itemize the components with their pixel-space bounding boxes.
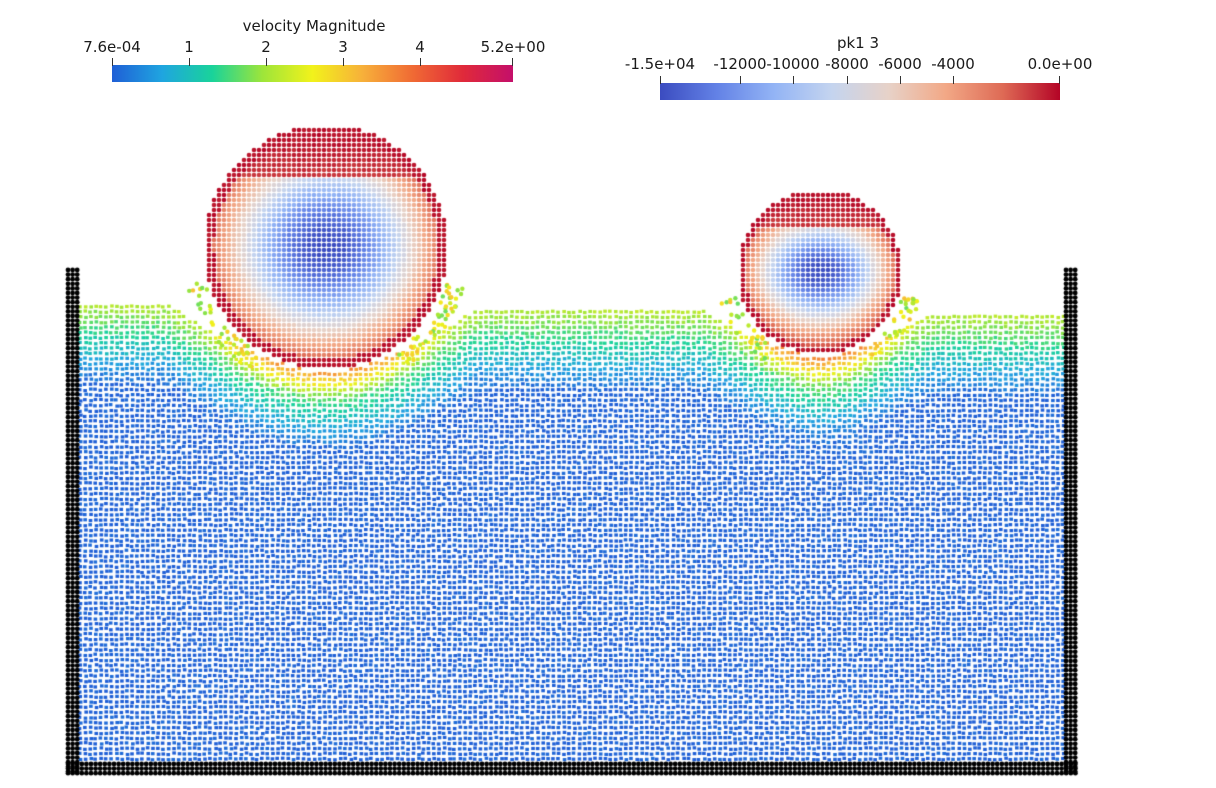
pressure-tick-label: -10000 <box>766 55 820 73</box>
pressure-tick-label: -1.5e+04 <box>624 55 696 73</box>
pressure-tick-mark <box>847 76 848 84</box>
velocity-legend-title: velocity Magnitude <box>242 17 386 35</box>
velocity-tick-mark <box>512 58 513 66</box>
pressure-tick-mark <box>1059 76 1060 84</box>
pressure-tick-label: -4000 <box>931 55 975 73</box>
velocity-colorbar <box>112 65 513 82</box>
pressure-tick-label: -8000 <box>825 55 869 73</box>
pressure-tick-mark <box>900 76 901 84</box>
pressure-tick-label: 0.0e+00 <box>1027 55 1093 73</box>
pressure-tick-mark <box>953 76 954 84</box>
velocity-tick-mark <box>112 58 113 66</box>
velocity-tick-mark <box>343 58 344 66</box>
pressure-tick-mark <box>740 76 741 84</box>
velocity-tick-label: 7.6e-04 <box>83 38 141 56</box>
pressure-tick-label: -6000 <box>878 55 922 73</box>
velocity-tick-mark <box>266 58 267 66</box>
velocity-tick-mark <box>189 58 190 66</box>
velocity-tick-label: 2 <box>261 38 271 56</box>
velocity-tick-label: 3 <box>338 38 348 56</box>
pressure-legend-title: pk1 3 <box>836 34 880 52</box>
pressure-tick-label: -12000 <box>713 55 767 73</box>
pressure-tick-mark <box>793 76 794 84</box>
velocity-tick-label: 1 <box>184 38 194 56</box>
pressure-tick-mark <box>660 76 661 84</box>
velocity-tick-label: 4 <box>415 38 425 56</box>
pressure-colorbar <box>660 83 1060 100</box>
velocity-tick-label: 5.2e+00 <box>480 38 546 56</box>
velocity-tick-mark <box>420 58 421 66</box>
